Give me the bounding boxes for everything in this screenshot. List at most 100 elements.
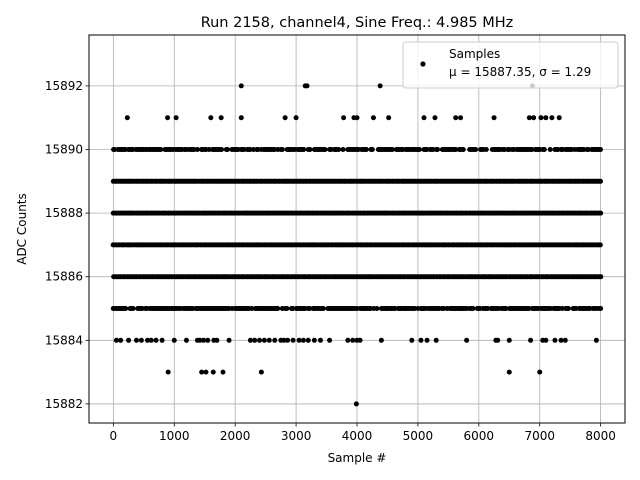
data-point — [194, 146, 200, 152]
data-point — [350, 337, 356, 343]
data-point — [322, 146, 328, 152]
y-tick-label: 15890 — [45, 142, 83, 156]
y-tick-label: 15888 — [45, 206, 83, 220]
y-tick-label: 15886 — [45, 270, 83, 284]
data-point — [203, 369, 209, 375]
data-point — [290, 306, 296, 312]
data-point — [252, 337, 258, 343]
data-point — [301, 146, 307, 152]
legend-entry-stats: μ = 15887.35, σ = 1.29 — [449, 65, 591, 79]
data-point — [598, 306, 604, 312]
legend: Samples μ = 15887.35, σ = 1.29 — [402, 41, 619, 89]
legend-entry-samples: Samples — [449, 47, 500, 61]
data-point — [495, 337, 501, 343]
data-point — [432, 115, 438, 121]
data-point — [565, 306, 571, 312]
data-point — [460, 146, 466, 152]
data-point — [549, 115, 555, 121]
data-point — [311, 337, 317, 343]
y-tick-label: 15884 — [45, 333, 83, 347]
data-point — [336, 146, 342, 152]
data-point — [266, 337, 272, 343]
data-point — [464, 337, 470, 343]
data-point — [144, 337, 150, 343]
data-point — [238, 83, 244, 89]
data-point — [485, 306, 491, 312]
data-point — [138, 337, 144, 343]
data-point — [556, 115, 562, 121]
data-point — [453, 146, 459, 152]
data-point — [153, 337, 159, 343]
data-point — [296, 337, 302, 343]
data-point — [307, 146, 313, 152]
data-point — [421, 115, 427, 121]
data-point — [598, 274, 604, 280]
data-point — [113, 337, 119, 343]
data-point — [552, 337, 558, 343]
data-point — [345, 337, 351, 343]
data-point — [290, 337, 296, 343]
data-point — [272, 337, 278, 343]
data-point — [528, 337, 534, 343]
data-point — [247, 337, 253, 343]
data-point — [165, 115, 171, 121]
legend-box — [402, 41, 619, 89]
data-point — [226, 337, 232, 343]
data-point — [258, 369, 264, 375]
x-tick-label: 3000 — [281, 429, 312, 443]
data-point — [304, 83, 310, 89]
data-point — [238, 115, 244, 121]
data-point — [173, 115, 179, 121]
data-point — [208, 115, 214, 121]
data-point — [453, 115, 459, 121]
y-axis-label: ADC Counts — [15, 193, 29, 265]
data-point — [389, 146, 395, 152]
data-point — [285, 337, 291, 343]
data-point — [353, 401, 359, 407]
data-point — [473, 146, 479, 152]
data-point — [483, 146, 489, 152]
data-point — [225, 146, 231, 152]
data-point — [458, 115, 464, 121]
data-point — [416, 146, 422, 152]
data-point — [491, 115, 497, 121]
data-point — [435, 146, 441, 152]
data-point — [378, 337, 384, 343]
data-point — [357, 337, 363, 343]
data-point — [340, 146, 346, 152]
data-point — [386, 115, 392, 121]
data-point — [134, 337, 140, 343]
data-point — [218, 115, 224, 121]
data-point — [529, 146, 535, 152]
data-point — [503, 306, 509, 312]
chart-title: Run 2158, channel4, Sine Freq.: 4.985 MH… — [201, 15, 514, 31]
x-tick-label: 2000 — [220, 429, 251, 443]
x-tick-label: 8000 — [585, 429, 616, 443]
data-point — [424, 337, 430, 343]
data-point — [377, 83, 383, 89]
data-point — [543, 337, 549, 343]
data-point — [526, 115, 532, 121]
data-point — [341, 115, 347, 121]
data-point — [124, 115, 130, 121]
data-point — [206, 146, 212, 152]
data-point — [148, 337, 154, 343]
data-point — [118, 337, 124, 343]
data-point — [279, 146, 285, 152]
x-tick-label: 7000 — [524, 429, 555, 443]
data-point — [307, 306, 313, 312]
data-point — [433, 337, 439, 343]
data-point — [219, 146, 225, 152]
data-point — [598, 178, 603, 184]
data-point — [374, 306, 380, 312]
data-point — [293, 115, 299, 121]
data-point — [210, 369, 216, 375]
data-point — [320, 306, 326, 312]
y-tick-label: 15892 — [45, 79, 83, 93]
data-point — [470, 306, 476, 312]
data-point — [363, 146, 369, 152]
data-point — [199, 369, 205, 375]
data-point — [506, 337, 512, 343]
data-point — [541, 146, 547, 152]
data-point — [305, 337, 311, 343]
